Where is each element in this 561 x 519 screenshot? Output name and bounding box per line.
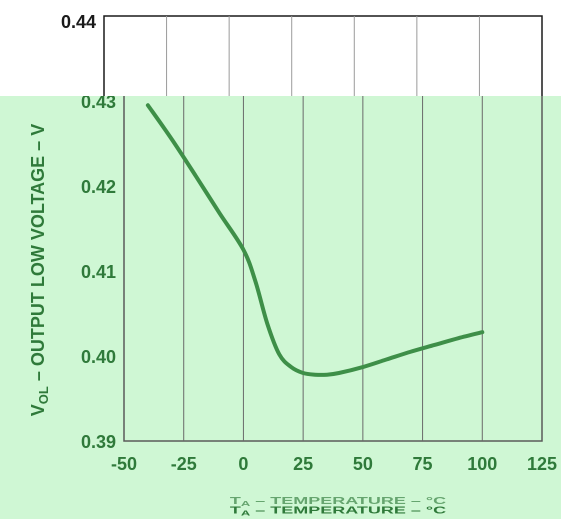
overlay-background	[0, 96, 561, 519]
x-axis-label: TA – TEMPERATURE – °C TA – TEMPERATURE –…	[230, 496, 447, 518]
top-plot-layer: 0.44 VOL – OUTPUT LOW VOLTAGE – V	[61, 12, 543, 96]
grid	[183, 96, 483, 441]
series-line	[145, 103, 485, 377]
x-tick-labels: -50 -25 0 25 50 75 100 125	[111, 454, 557, 474]
y-tick-labels: 0.39 0.40 0.41 0.42 0.43	[81, 92, 116, 452]
y-tick-label: 0.42	[81, 177, 116, 197]
top-grid	[166, 16, 480, 96]
x-tick-label: 0	[238, 454, 248, 474]
y-axis-label: VOL – OUTPUT LOW VOLTAGE – V	[28, 124, 51, 416]
x-tick-label: -50	[111, 454, 137, 474]
x-axis-label-text: TA – TEMPERATURE – °C	[230, 505, 447, 517]
x-tick-label: 25	[293, 454, 313, 474]
x-tick-label: 100	[467, 454, 497, 474]
x-tick-label: 125	[527, 454, 557, 474]
y-tick-label: 0.39	[81, 432, 116, 452]
y-tick-label-top: 0.44	[61, 12, 96, 32]
plot-frame	[123, 96, 543, 442]
y-tick-label: 0.41	[81, 262, 116, 282]
x-tick-label: -25	[171, 454, 197, 474]
y-tick-label: 0.40	[81, 347, 116, 367]
x-tick-label: 50	[353, 454, 373, 474]
y-tick-label: 0.43	[81, 92, 116, 112]
x-tick-label: 75	[413, 454, 433, 474]
plot-frame-top	[103, 15, 543, 96]
x-axis-label-ghost: TA – TEMPERATURE – °C	[230, 496, 447, 508]
plot-layer: 0.39 0.40 0.41 0.42 0.43 -50 -25 0 25 50 75 100 125…	[28, 92, 557, 518]
